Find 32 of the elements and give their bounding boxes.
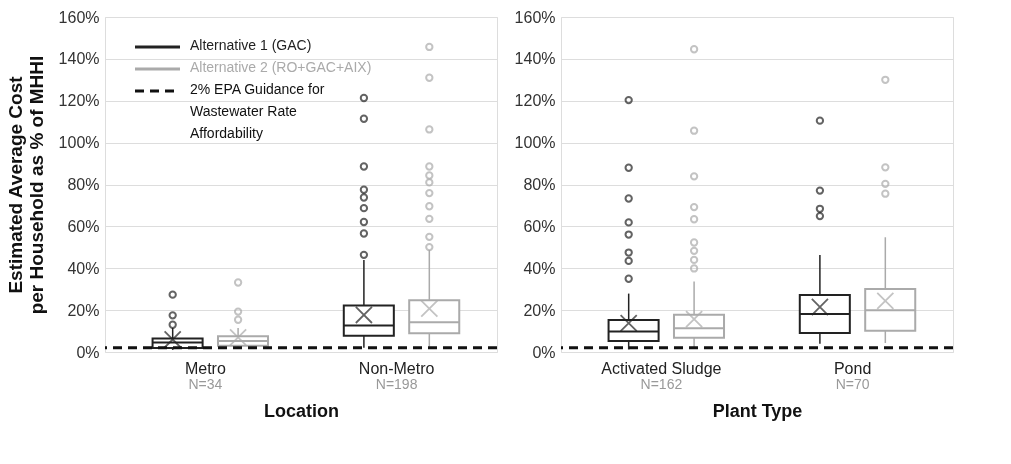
y-tick-label: 60% — [523, 217, 556, 235]
y-axis-title: Estimated Average Cost per Household as % of MHHI — [4, 55, 47, 315]
y-tick-label: 60% — [67, 217, 100, 235]
y-tick-label: 120% — [58, 92, 100, 110]
y-tick-label: 20% — [523, 301, 556, 319]
y-tick-label: 0% — [532, 343, 556, 361]
y-tick-label: 100% — [514, 134, 556, 152]
x-tick-label: Pond — [833, 359, 872, 377]
y-tick-label: 160% — [58, 8, 100, 26]
text: N=34 — [188, 376, 223, 392]
y-tick-label: 80% — [67, 176, 100, 193]
y-tick-label: 40% — [523, 259, 556, 277]
x-axis-title: Plant Type — [712, 400, 803, 421]
legend-label: 2% EPA Guidance for Wastewater Rate Affordability — [190, 81, 325, 141]
y-tick-label: 20% — [67, 301, 100, 319]
legend-label: Alternative 2 (RO+GAC+AIX) — [190, 59, 372, 75]
y-tick-label: 0% — [76, 343, 100, 361]
y-tick-label: 40% — [67, 259, 100, 277]
x-axis-title: Location — [264, 400, 339, 421]
y-tick-label: 80% — [523, 176, 556, 193]
legend-label: Alternative 1 (GAC) — [190, 37, 312, 53]
y-tick-label: 140% — [58, 50, 100, 68]
text: N=162 — [640, 376, 683, 392]
y-tick-label: 160% — [514, 8, 556, 26]
text: N=198 — [375, 376, 418, 392]
text: N=70 — [835, 376, 870, 392]
y-tick-label: 120% — [514, 92, 556, 110]
x-tick-label: Metro — [184, 359, 226, 377]
x-tick-label: Non-Metro — [358, 359, 435, 377]
y-tick-label: 140% — [514, 50, 556, 68]
y-tick-label: 100% — [58, 134, 100, 152]
x-tick-label: Activated Sludge — [601, 359, 722, 377]
